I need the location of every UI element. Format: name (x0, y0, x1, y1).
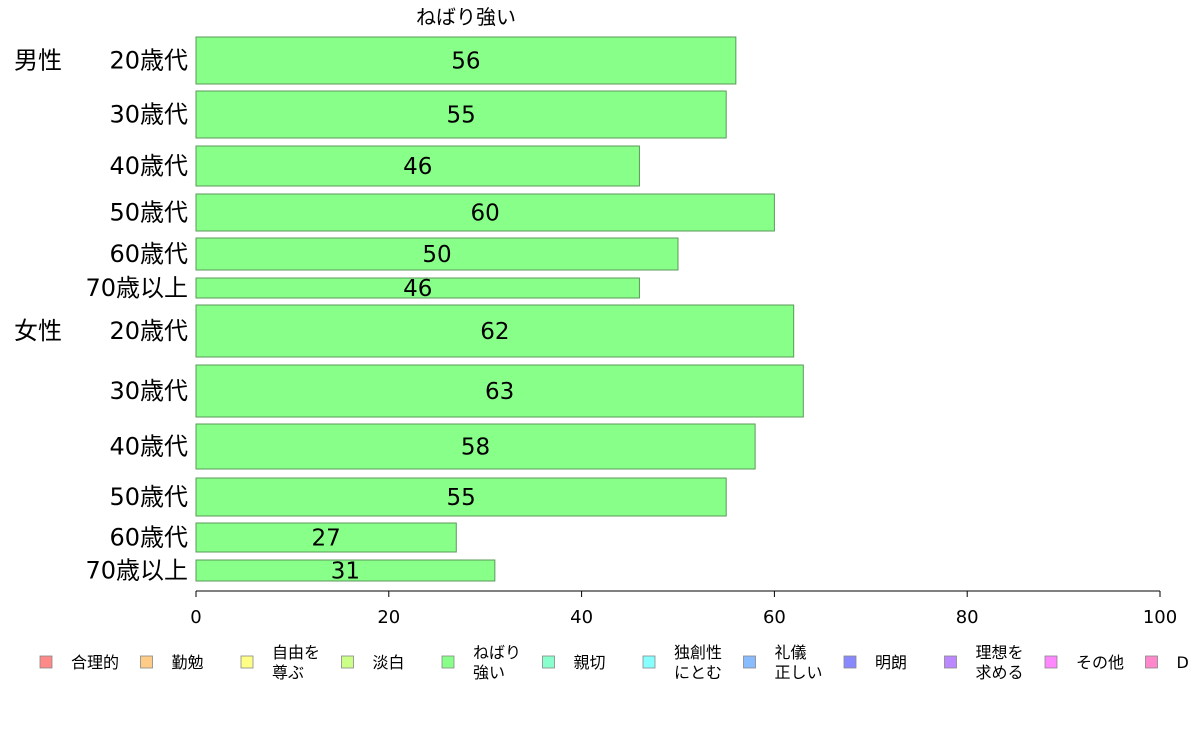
category-label: 20歳代 (109, 47, 188, 75)
legend-swatch (743, 655, 756, 669)
bar-value-label: 55 (446, 485, 475, 511)
x-tick-label: 40 (570, 607, 593, 628)
legend-label: D (1177, 653, 1188, 672)
bar-3 (195, 145, 640, 187)
bar-value-label: 27 (311, 526, 340, 552)
x-tick-label: 20 (377, 607, 400, 628)
legend-swatch (240, 655, 254, 669)
bar-value-label: 31 (331, 559, 360, 585)
legend: 合理的 勤勉 自由を尊ぶ 淡白 ねばり強い 親切 独創性にとむ 礼儀正しい 明朗 理想を求める その… (39, 643, 1188, 682)
bar-value-label: 55 (446, 103, 475, 129)
category-label: 70歳以上 (85, 557, 188, 585)
legend-label: 理想を求める (976, 643, 1024, 682)
group-label: 女性 (14, 317, 62, 345)
bar-12 (195, 559, 496, 582)
category-label: 20歳代 (109, 317, 188, 345)
legend-label: その他 (1076, 653, 1124, 672)
legend-label: 親切 (574, 653, 606, 672)
bar-10 (195, 477, 727, 517)
x-axis: 0 20 40 60 80 100 (190, 590, 1177, 628)
bars-layer: 56 20歳代 55 30歳代 46 40歳代 60 50歳代 50 60歳代 46 70歳以上 62 2… (14, 36, 804, 585)
bar-9 (195, 423, 756, 470)
chart-title: ねばり強い (416, 5, 516, 29)
legend-swatch (341, 655, 354, 669)
category-label: 50歳代 (109, 199, 188, 227)
bar-value-label: 62 (480, 319, 509, 345)
bar-7 (195, 304, 795, 358)
legend-swatch (1044, 655, 1058, 669)
legend-label: 合理的 (71, 653, 119, 672)
legend-label: ねばり強い (473, 643, 521, 682)
category-label: 60歳代 (109, 240, 188, 268)
legend-swatch (944, 655, 957, 669)
legend-swatch (642, 655, 656, 669)
category-label: 50歳代 (109, 483, 188, 511)
legend-label: 礼儀正しい (775, 643, 823, 682)
bar-11 (195, 522, 457, 553)
category-label: 40歳代 (109, 433, 188, 461)
group-label: 男性 (14, 47, 62, 75)
bar-value-label: 46 (403, 154, 432, 180)
x-tick-label: 0 (190, 607, 201, 628)
legend-swatch (39, 655, 53, 669)
bar-6 (195, 277, 640, 299)
bar-value-label: 60 (471, 201, 500, 227)
category-label: 70歳以上 (85, 274, 188, 302)
bar-8 (195, 364, 804, 418)
bar-value-label: 58 (461, 435, 490, 461)
category-label: 30歳代 (109, 377, 188, 405)
bar-4 (195, 193, 775, 232)
legend-swatch (1145, 655, 1158, 669)
category-label: 60歳代 (109, 524, 188, 552)
bar-value-label: 50 (422, 242, 451, 268)
legend-label: 勤勉 (172, 653, 204, 672)
legend-label: 自由を尊ぶ (272, 643, 320, 682)
bar-value-label: 56 (451, 49, 480, 75)
category-label: 40歳代 (109, 152, 188, 180)
legend-swatch (843, 655, 857, 669)
bar-1 (195, 36, 737, 85)
legend-label: 明朗 (875, 653, 907, 672)
legend-swatch (441, 655, 455, 669)
bar-2 (195, 90, 727, 139)
x-tick-label: 60 (763, 607, 786, 628)
bar-5 (195, 237, 679, 271)
bar-value-label: 63 (485, 379, 514, 405)
bar-value-label: 46 (403, 276, 432, 302)
legend-label: 淡白 (373, 653, 405, 672)
legend-label: 独創性にとむ (674, 643, 722, 682)
x-tick-label: 80 (956, 607, 979, 628)
x-tick-label: 100 (1143, 607, 1177, 628)
legend-swatch (542, 655, 555, 669)
category-label: 30歳代 (109, 101, 188, 129)
legend-swatch (140, 655, 153, 669)
